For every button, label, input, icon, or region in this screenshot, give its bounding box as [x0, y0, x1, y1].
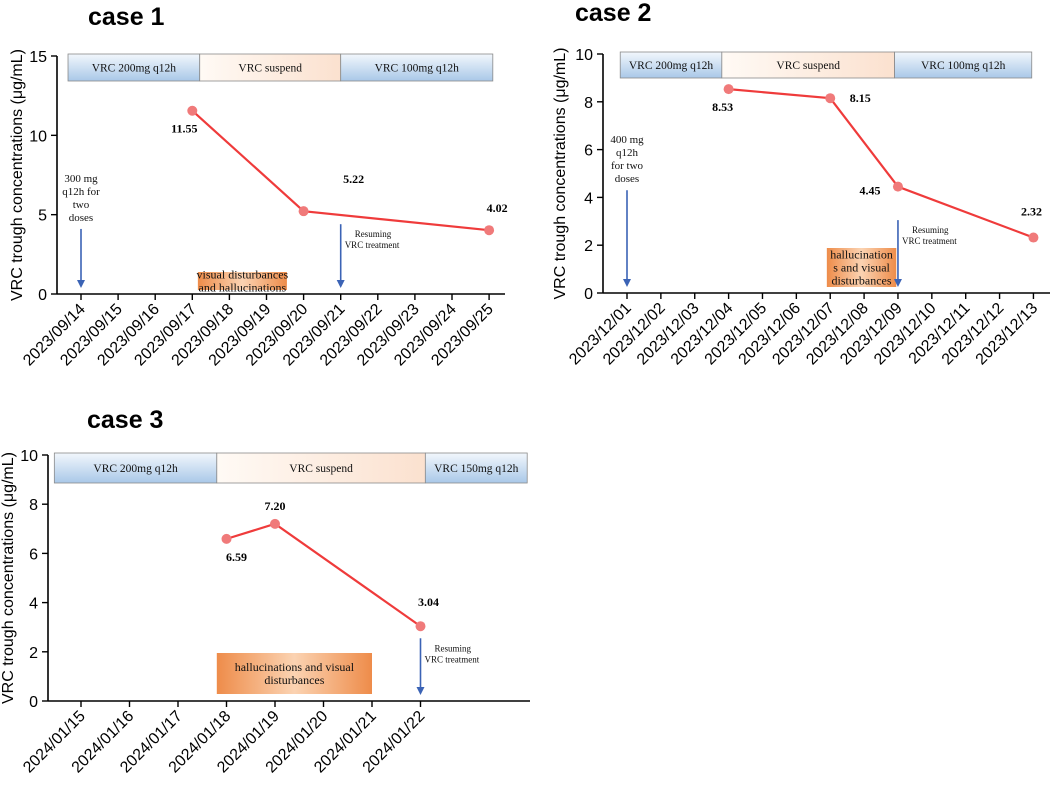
phase-label-0: VRC 200mg q12h — [93, 463, 178, 475]
phase-box-2 — [894, 51, 1033, 79]
arrow-annotation-line: 300 mg — [64, 173, 98, 185]
phase-box-0 — [67, 53, 201, 82]
chart-case-1: case 1 VRC trough concentrations (μg/mL) V… — [9, 3, 508, 369]
data-label: 5.22 — [343, 172, 364, 186]
series-line-0 — [191, 109, 490, 232]
event-box-0 — [826, 248, 897, 287]
arrow-down-icon — [416, 687, 425, 695]
data-point — [415, 621, 426, 632]
event-text-line: disturbances — [264, 673, 324, 687]
arrow-annotation-line: doses — [615, 173, 639, 185]
arrow-annotation-line: VRC treatment — [425, 654, 480, 664]
arrow-down-icon — [893, 279, 902, 287]
arrow-annotation-line: Resuming — [912, 225, 949, 235]
arrow-down-icon — [336, 280, 345, 288]
data-point — [221, 533, 232, 544]
chart-title: case 1 — [88, 3, 165, 31]
data-point — [892, 181, 903, 192]
y-tick-label: 2 — [584, 238, 593, 255]
event-text-line: visual disturbances — [197, 268, 289, 282]
chart-case-3: case 3 VRC trough concentrations (μg/mL) V… — [0, 406, 530, 776]
data-label: 11.55 — [171, 122, 197, 136]
series-line-0 — [728, 88, 1034, 239]
phase-label-2: VRC 100mg q12h — [921, 60, 1006, 72]
phase-label-1: VRC suspend — [238, 63, 302, 75]
arrow-down-icon — [77, 280, 85, 288]
arrow-annotation-line: for two — [611, 160, 644, 172]
arrow-down-icon — [623, 279, 631, 287]
y-tick-label: 6 — [584, 143, 593, 160]
y-tick-label: 0 — [38, 287, 47, 304]
y-tick-label: 2 — [29, 645, 38, 662]
y-tick-label: 0 — [29, 694, 38, 711]
y-tick-label: 15 — [29, 49, 47, 66]
y-tick-label: 5 — [38, 208, 47, 225]
y-tick-label: 10 — [29, 128, 47, 145]
data-label: 4.45 — [859, 184, 880, 198]
data-label: 3.04 — [418, 595, 439, 609]
phase-label-0: VRC 200mg q12h — [92, 63, 177, 75]
arrow-annotation-line: q12h — [616, 147, 639, 159]
arrow-annotation-line: VRC treatment — [902, 236, 957, 246]
data-label: 6.59 — [226, 550, 247, 564]
y-tick-label: 8 — [29, 497, 38, 514]
phase-label-2: VRC 100mg q12h — [375, 63, 460, 75]
data-point — [825, 93, 836, 104]
arrow-annotation-line: VRC treatment — [345, 240, 400, 250]
phase-label-1: VRC suspend — [776, 60, 840, 72]
y-tick-label: 4 — [29, 596, 38, 613]
phase-label-2: VRC 150mg q12h — [434, 463, 519, 475]
series-line-0 — [226, 522, 422, 628]
y-tick-label: 4 — [584, 190, 593, 207]
phase-box-0 — [53, 452, 218, 484]
phase-box-2 — [424, 452, 528, 484]
data-point — [484, 225, 495, 236]
y-tick-label: 8 — [584, 95, 593, 112]
chart-title: case 2 — [575, 0, 651, 27]
arrow-annotation-line: q12h for — [62, 186, 100, 198]
data-point — [1028, 232, 1039, 243]
y-tick-label: 10 — [575, 47, 593, 64]
phase-box-2 — [340, 53, 494, 82]
data-label: 7.20 — [265, 499, 286, 513]
arrow-annotation-line: 400 mg — [610, 134, 644, 146]
y-tick-label: 10 — [20, 448, 38, 465]
phase-label-0: VRC 200mg q12h — [629, 60, 714, 72]
arrow-annotation-line: Resuming — [435, 643, 472, 653]
arrow-annotation-line: two — [73, 199, 90, 211]
data-label: 8.15 — [850, 91, 871, 105]
phase-box-0 — [619, 51, 723, 79]
data-point — [723, 84, 734, 95]
chart-case-2: case 2 VRC trough concentrations (μg/mL) V… — [552, 0, 1050, 368]
event-text-line: hallucinations and visual — [235, 660, 355, 674]
arrow-annotation-line: doses — [69, 212, 93, 224]
data-label: 4.02 — [487, 201, 508, 215]
y-tick-label: 0 — [584, 286, 593, 303]
event-text-line: and hallucinations — [199, 281, 287, 295]
y-axis-label: VRC trough concentrations (μg/mL) — [0, 452, 17, 704]
event-text-line: disturbances — [832, 274, 892, 288]
y-tick-label: 6 — [29, 546, 38, 563]
y-axis-label: VRC trough concentrations (μg/mL) — [552, 48, 569, 300]
data-point — [270, 518, 280, 529]
event-text-line: hallucination — [830, 248, 893, 262]
phase-box-1 — [721, 51, 895, 79]
event-box-0 — [216, 653, 372, 694]
event-box-0 — [197, 272, 287, 290]
phase-box-1 — [216, 452, 426, 484]
y-axis-label: VRC trough concentrations (μg/mL) — [9, 49, 26, 301]
data-point — [187, 105, 198, 116]
phase-label-1: VRC suspend — [289, 463, 353, 475]
event-text-line: s and visual — [833, 261, 890, 275]
phase-box-1 — [199, 53, 342, 82]
data-point — [298, 206, 309, 217]
arrow-annotation-line: Resuming — [355, 229, 392, 239]
data-label: 2.32 — [1021, 205, 1042, 219]
chart-title: case 3 — [87, 406, 163, 434]
data-label: 8.53 — [712, 100, 733, 114]
